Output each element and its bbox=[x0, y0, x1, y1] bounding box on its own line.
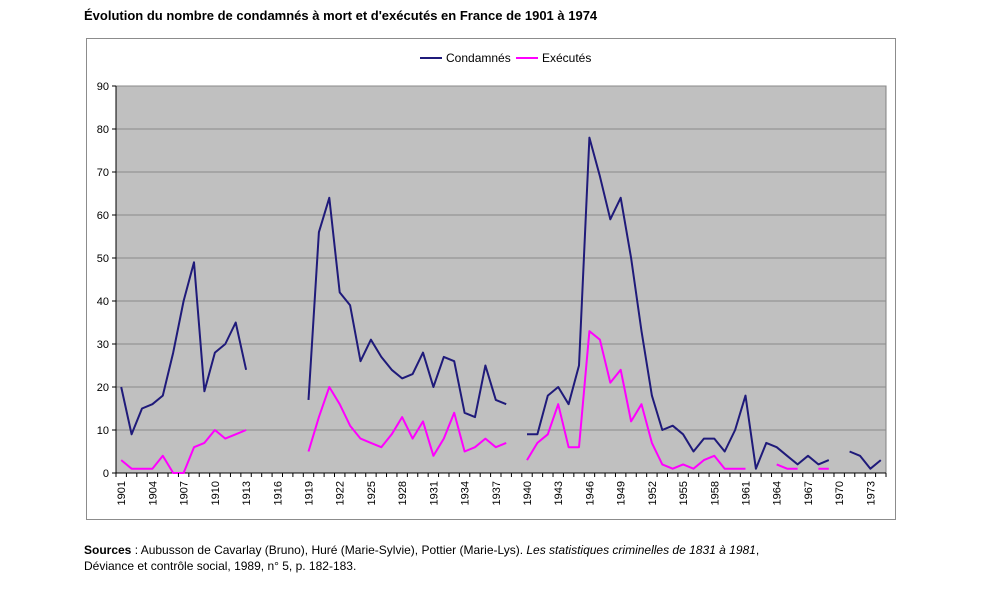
y-tick-label: 40 bbox=[97, 296, 109, 308]
legend-label: Exécutés bbox=[542, 51, 591, 65]
x-tick-label: 1928 bbox=[397, 481, 409, 505]
y-tick-label: 20 bbox=[97, 382, 109, 394]
x-tick-label: 1922 bbox=[335, 481, 347, 505]
x-tick-label: 1907 bbox=[179, 481, 191, 505]
x-tick-label: 1934 bbox=[460, 481, 472, 505]
x-tick-label: 1970 bbox=[834, 481, 846, 505]
sources-book-title: Les statistiques criminelles de 1831 à 1… bbox=[526, 543, 756, 557]
x-tick-label: 1916 bbox=[272, 481, 284, 505]
sources-comma: , bbox=[755, 543, 760, 557]
plot-area bbox=[115, 85, 887, 474]
y-tick-label: 90 bbox=[97, 81, 109, 93]
y-tick-label: 60 bbox=[97, 210, 109, 222]
x-tick-label: 1901 bbox=[116, 481, 128, 505]
x-tick-label: 1940 bbox=[522, 481, 534, 505]
sources-note: Sources : Aubusson de Cavarlay (Bruno), … bbox=[84, 542, 759, 574]
x-tick-label: 1952 bbox=[647, 481, 659, 505]
y-tick-label: 80 bbox=[97, 124, 109, 136]
x-tick-label: 1919 bbox=[304, 481, 316, 505]
chart-frame bbox=[86, 38, 896, 520]
x-tick-label: 1961 bbox=[741, 481, 753, 505]
y-tick-label: 70 bbox=[97, 167, 109, 179]
x-tick-label: 1973 bbox=[865, 481, 877, 505]
sources-line-2: Déviance et contrôle social, 1989, n° 5,… bbox=[84, 559, 357, 573]
y-tick-label: 30 bbox=[97, 339, 109, 351]
sources-line-1: Sources : Aubusson de Cavarlay (Bruno), … bbox=[84, 542, 759, 558]
x-tick-label: 1910 bbox=[210, 481, 222, 505]
sources-label: Sources bbox=[84, 543, 132, 557]
x-tick-label: 1958 bbox=[709, 481, 721, 505]
x-tick-label: 1904 bbox=[147, 481, 159, 505]
chart-title: Évolution du nombre de condamnés à mort … bbox=[84, 8, 598, 23]
series-line-condamns bbox=[120, 136, 882, 470]
x-tick-label: 1925 bbox=[366, 481, 378, 505]
legend-label: Condamnés bbox=[446, 51, 511, 65]
x-tick-label: 1946 bbox=[584, 481, 596, 505]
x-tick-label: 1964 bbox=[772, 481, 784, 505]
x-tick-label: 1949 bbox=[616, 481, 628, 505]
x-tick-label: 1955 bbox=[678, 481, 690, 505]
series-line-excuts bbox=[120, 330, 829, 474]
x-tick-label: 1931 bbox=[428, 481, 440, 505]
y-tick-label: 10 bbox=[97, 425, 109, 437]
x-tick-label: 1967 bbox=[803, 481, 815, 505]
y-tick-label: 0 bbox=[103, 468, 109, 480]
x-tick-label: 1937 bbox=[491, 481, 503, 505]
x-tick-label: 1943 bbox=[553, 481, 565, 505]
sources-authors: : Aubusson de Cavarlay (Bruno), Huré (Ma… bbox=[131, 543, 527, 557]
x-tick-label: 1913 bbox=[241, 481, 253, 505]
y-tick-label: 50 bbox=[97, 253, 109, 265]
